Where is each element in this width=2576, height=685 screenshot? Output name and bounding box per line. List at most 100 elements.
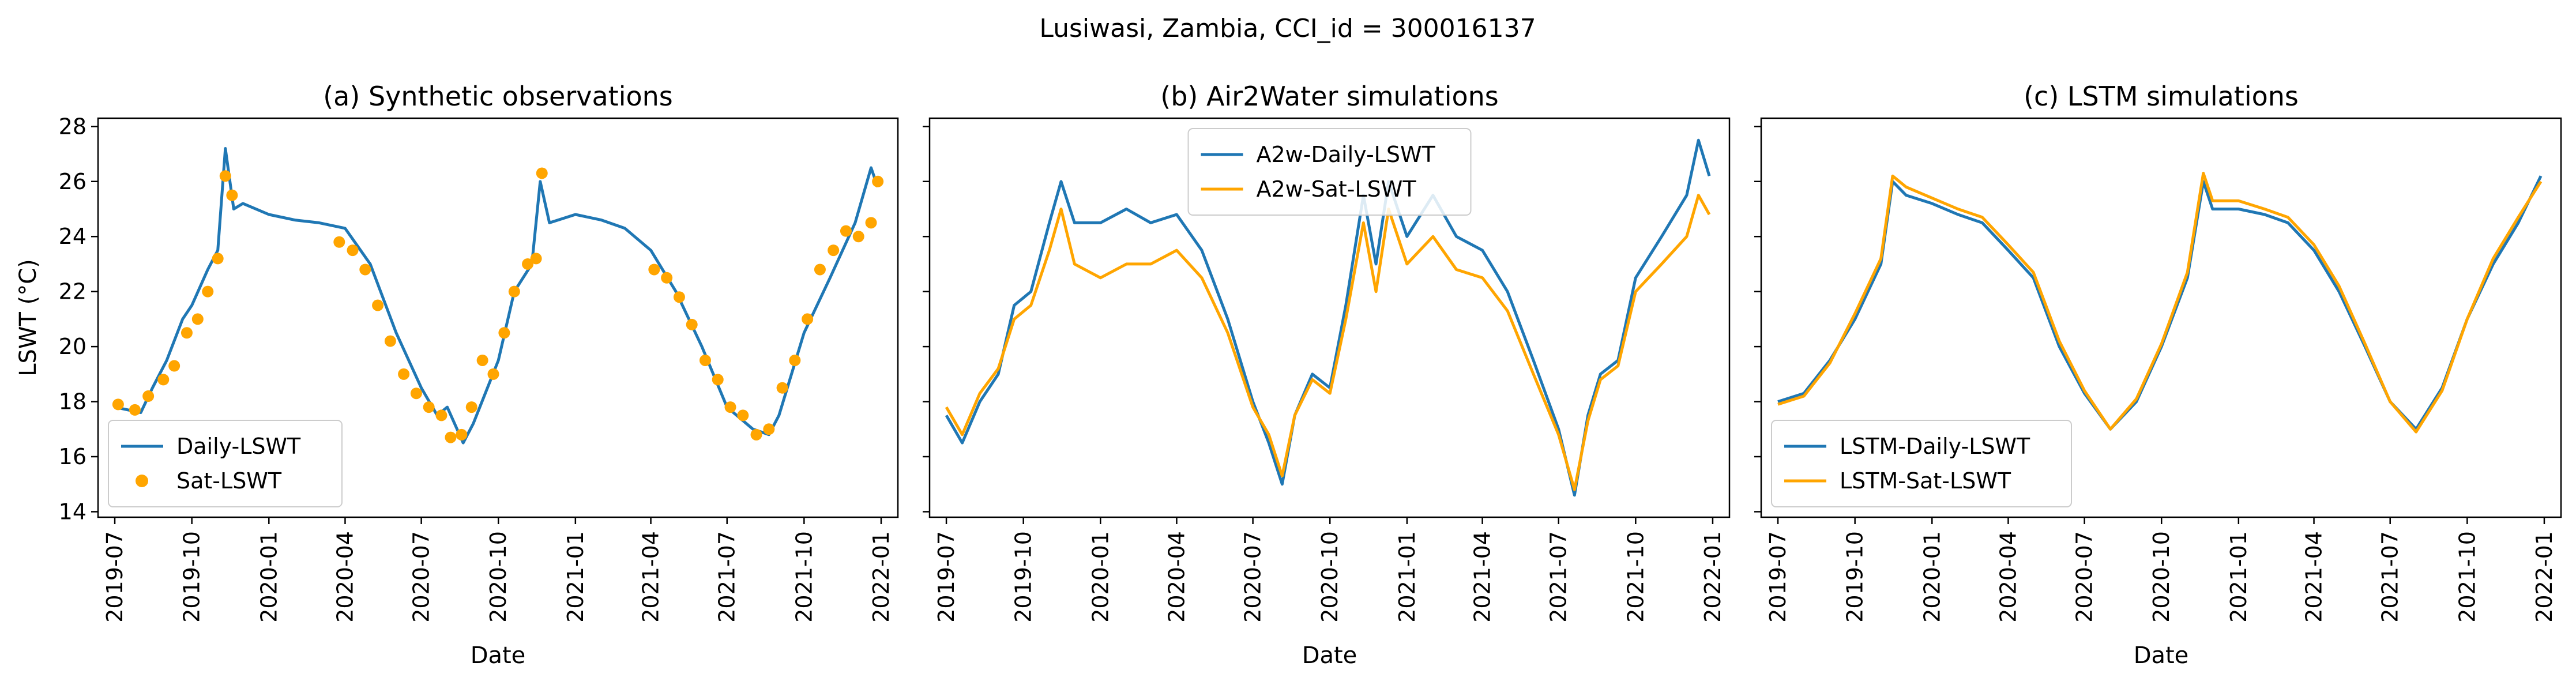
x-tick-label: 2021-07 [1546,531,1571,623]
data-point-sat-lswt [522,258,534,270]
data-point-sat-lswt [737,409,749,421]
data-point-sat-lswt [789,354,801,366]
x-tick-label: 2021-04 [1470,531,1495,623]
x-tick-label: 2021-04 [2302,531,2327,623]
y-tick-label: 22 [59,279,87,304]
y-tick-label: 28 [59,114,87,139]
x-tick-label: 2019-07 [102,531,127,623]
data-point-sat-lswt [508,285,520,298]
data-point-sat-lswt [487,368,499,380]
data-point-sat-lswt [476,354,488,366]
series-line-a2w-sat-lswt [945,194,1711,491]
data-point-sat-lswt [814,264,826,276]
x-axis-label: Date [1302,642,1357,669]
x-tick-label: 2022-01 [1700,531,1725,623]
x-tick-label: 2021-10 [1623,531,1648,623]
data-point-sat-lswt [333,236,345,248]
legend-label: A2w-Sat-LSWT [1257,176,1417,202]
data-point-sat-lswt [142,390,155,402]
x-tick-label: 2019-07 [1765,531,1791,623]
x-tick-label: 2019-07 [934,531,959,623]
plot-area [945,138,1711,497]
x-tick-label: 2020-07 [409,531,434,623]
y-tick-label: 20 [59,334,87,359]
data-point-sat-lswt [112,398,124,411]
chart-panel-1: (a) Synthetic observations 14 16 18 20 22 24 26… [15,81,899,669]
x-tick-label: 2020-04 [1995,531,2021,623]
x-tick-label: 2021-10 [2454,531,2480,623]
x-tick-label: 2021-01 [2226,531,2251,623]
data-point-sat-lswt [445,431,457,443]
x-tick-label: 2020-01 [1919,531,1945,623]
x-tick-label: 2019-10 [1842,531,1868,623]
legend-box [108,420,343,507]
x-tick-label: 2020-07 [1240,531,1266,623]
data-point-sat-lswt [226,189,238,201]
data-point-sat-lswt [168,360,180,372]
data-point-sat-lswt [648,264,660,276]
x-tick-label: 2020-01 [256,531,281,623]
x-tick-label: 2022-01 [868,531,894,623]
x-tick-label: 2020-07 [2072,531,2097,623]
data-point-sat-lswt [712,374,724,386]
x-tick-label: 2019-10 [179,531,205,623]
data-point-sat-lswt [191,313,204,325]
panel-title: (b) Air2Water simulations [1160,81,1499,112]
data-point-sat-lswt [661,272,673,284]
y-tick-label: 26 [59,169,87,194]
x-tick-label: 2020-10 [2149,531,2174,623]
data-point-sat-lswt [724,401,736,413]
data-point-sat-lswt [456,428,468,441]
series-line-lstm-daily-lswt [1777,175,2543,431]
legend-label: Sat-LSWT [176,468,282,494]
panel-title: (c) LSTM simulations [2024,81,2299,112]
data-point-sat-lswt [536,167,548,179]
y-tick-label: 16 [59,444,87,469]
data-point-sat-lswt [423,401,435,413]
data-point-sat-lswt [750,428,762,441]
data-point-sat-lswt [359,264,371,276]
data-point-sat-lswt [840,225,852,237]
data-point-sat-lswt [180,327,193,339]
x-tick-label: 2022-01 [2532,531,2557,623]
data-point-sat-lswt [498,327,510,339]
data-point-sat-lswt [763,423,775,435]
data-point-sat-lswt [212,253,224,265]
data-point-sat-lswt [398,368,410,380]
data-point-sat-lswt [828,244,840,257]
data-point-sat-lswt [699,354,711,366]
data-point-sat-lswt [802,313,814,325]
x-tick-label: 2021-01 [563,531,588,623]
chart-panel-2: (b) Air2Water simulations 2019-07 2019-10 2… [923,81,1731,669]
data-point-sat-lswt [852,231,864,243]
data-point-sat-lswt [435,409,447,421]
x-tick-label: 2021-10 [791,531,817,623]
legend: Daily-LSWT Sat-LSWT [108,420,343,507]
legend-box [1771,420,2072,507]
x-tick-label: 2021-07 [2378,531,2403,623]
chart-panel-3: (c) LSTM simulations 2019-07 2019-10 2020-0… [1754,81,2562,669]
x-tick-label: 2020-10 [1317,531,1342,623]
legend-label: Daily-LSWT [176,434,301,459]
data-point-sat-lswt [410,387,422,400]
data-point-sat-lswt [530,253,542,265]
data-point-sat-lswt [347,244,359,257]
x-tick-label: 2020-01 [1088,531,1113,623]
figure-title: Lusiwasi, Zambia, CCI_id = 300016137 [1039,14,1536,43]
x-tick-label: 2020-04 [332,531,358,623]
data-point-sat-lswt [372,299,384,311]
data-point-sat-lswt [202,285,214,298]
plot-area [112,147,884,445]
data-point-sat-lswt [865,217,877,229]
y-tick-label: 14 [59,499,87,524]
x-tick-label: 2021-07 [714,531,740,623]
legend-label: A2w-Daily-LSWT [1257,142,1436,167]
panel-title: (a) Synthetic observations [323,81,673,112]
x-tick-label: 2021-04 [638,531,664,623]
legend: A2w-Daily-LSWT A2w-Sat-LSWT [1187,128,1472,216]
x-axis-label: Date [471,642,526,669]
data-point-sat-lswt [872,175,884,187]
data-point-sat-lswt [686,318,698,330]
data-point-sat-lswt [465,401,477,413]
